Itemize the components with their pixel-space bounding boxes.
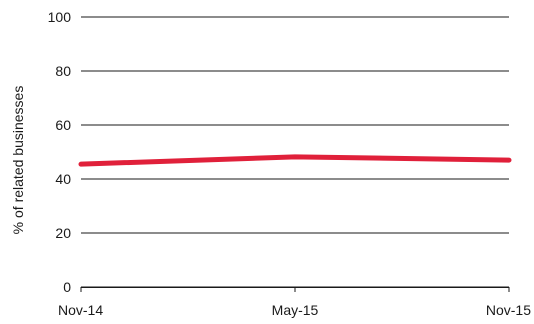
y-tick-label: 40 bbox=[55, 171, 71, 187]
y-tick-label: 60 bbox=[55, 117, 71, 133]
series-line bbox=[78, 154, 512, 167]
x-tick-label: May-15 bbox=[272, 302, 319, 318]
y-tick-label: 100 bbox=[48, 9, 72, 25]
y-tick-label: 80 bbox=[55, 63, 71, 79]
x-tick-label: Nov-14 bbox=[58, 302, 103, 318]
y-axis-ticks: 0 20 40 60 80 100 bbox=[48, 9, 72, 295]
y-tick-label: 20 bbox=[55, 225, 71, 241]
x-axis-ticks: Nov-14 May-15 Nov-15 bbox=[58, 287, 531, 318]
y-tick-label: 0 bbox=[63, 279, 71, 295]
y-axis-label: % of related businesses bbox=[10, 86, 26, 235]
gridlines bbox=[81, 16, 509, 288]
series-group bbox=[78, 154, 512, 167]
x-tick-label: Nov-15 bbox=[486, 302, 531, 318]
